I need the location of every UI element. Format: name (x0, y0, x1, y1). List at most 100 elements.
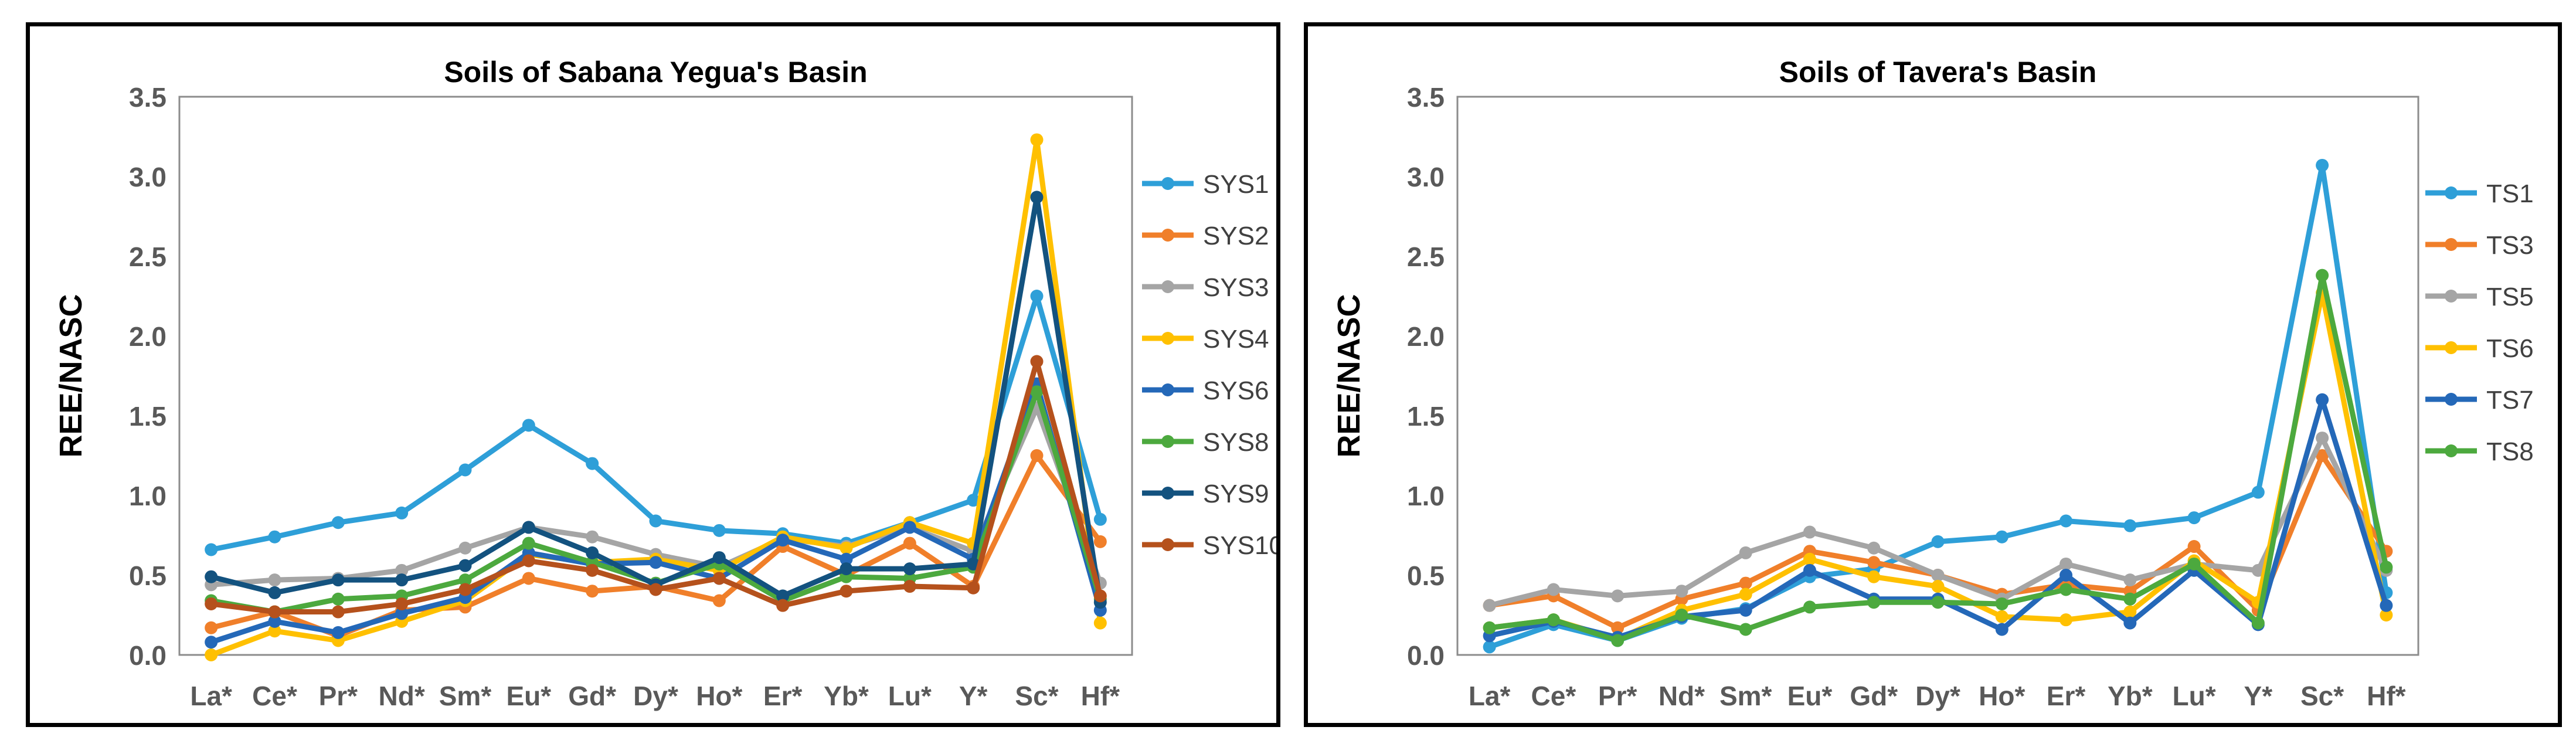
data-point-ts7 (1995, 623, 2009, 636)
data-point-sys10 (1030, 355, 1044, 368)
data-point-ts7 (1739, 603, 1752, 617)
data-point-sys9 (840, 562, 853, 576)
data-point-ts6 (2380, 609, 2393, 621)
data-point-sys3 (586, 530, 599, 544)
legend-swatch-marker (2445, 186, 2458, 199)
legend-swatch-marker (1161, 435, 1174, 448)
data-point-sys10 (205, 597, 218, 610)
data-point-sys10 (586, 563, 599, 577)
x-tick-label: Lu* (2173, 681, 2216, 711)
plot-area (1456, 96, 2419, 656)
legend-label-sys3: SYS3 (1203, 273, 1269, 302)
x-tick-label: Hf* (1081, 681, 1120, 711)
y-tick-label: 3.5 (129, 82, 166, 113)
data-point-sys4 (268, 624, 281, 638)
x-tick-label: Nd* (1659, 681, 1705, 711)
y-tick-label: 0.5 (129, 561, 166, 591)
y-tick-label: 2.5 (1407, 242, 1445, 272)
x-tick-label: Sm* (1719, 681, 1772, 711)
x-tick-label: Er* (763, 681, 803, 711)
data-point-ts6 (1931, 580, 1945, 593)
data-point-ts8 (2060, 583, 2073, 596)
y-tick-label: 0.0 (129, 640, 166, 671)
y-tick-label: 1.5 (129, 401, 166, 432)
data-point-ts5 (1611, 589, 1625, 603)
y-tick-label: 3.5 (1407, 82, 1445, 113)
legend-label-ts7: TS7 (2486, 386, 2534, 415)
data-point-sys1 (712, 524, 726, 537)
data-point-ts5 (2251, 563, 2265, 577)
y-tick-label: 1.0 (1407, 481, 1445, 511)
legend-swatch-marker (1161, 229, 1174, 242)
x-tick-label: La* (1469, 681, 1511, 711)
data-point-ts8 (2251, 616, 2265, 630)
data-point-sys1 (1093, 512, 1107, 526)
y-tick-label: 2.5 (129, 242, 166, 272)
data-point-sys10 (712, 572, 726, 585)
data-point-ts5 (2060, 557, 2073, 570)
data-point-ts8 (2123, 592, 2137, 606)
data-point-sys2 (712, 594, 726, 607)
data-point-sys10 (967, 581, 980, 595)
data-point-ts6 (2060, 613, 2073, 627)
data-point-ts1 (2316, 158, 2329, 172)
x-tick-label: Yb* (824, 681, 869, 711)
x-tick-label: Sc* (2300, 681, 2344, 711)
data-point-sys8 (522, 536, 535, 550)
data-point-sys1 (331, 516, 345, 529)
data-point-ts1 (1931, 535, 1945, 548)
data-point-sys1 (1030, 290, 1044, 303)
data-point-ts7 (2380, 599, 2393, 612)
data-point-ts1 (2123, 519, 2137, 532)
x-tick-label: Ho* (696, 681, 742, 711)
data-point-sys6 (649, 556, 662, 569)
data-point-sys10 (268, 605, 281, 619)
x-tick-label: Lu* (888, 681, 932, 711)
data-point-sys10 (776, 599, 790, 612)
data-point-sys6 (331, 626, 345, 639)
data-point-ts6 (1739, 587, 1752, 601)
y-tick-label: 3.0 (1407, 162, 1445, 192)
data-point-ts5 (2123, 573, 2137, 587)
data-point-ts5 (2316, 432, 2329, 445)
x-tick-label: Gd* (1850, 681, 1898, 711)
data-point-ts8 (1483, 621, 1496, 634)
legend-label-ts1: TS1 (2486, 179, 2534, 208)
x-tick-label: Dy* (633, 681, 678, 711)
data-point-sys10 (649, 583, 662, 596)
x-tick-label: Dy* (1915, 681, 1960, 711)
data-point-sys2 (205, 621, 218, 634)
y-axis-label: REE/NASC (1331, 294, 1367, 457)
legend-swatch-marker (1161, 332, 1174, 345)
data-point-ts6 (1867, 570, 1881, 583)
data-point-ts8 (2187, 557, 2201, 570)
data-point-ts3 (2187, 540, 2201, 553)
data-point-sys9 (458, 559, 472, 572)
legend-swatch-marker (1161, 177, 1174, 190)
data-point-sys8 (458, 573, 472, 587)
data-point-sys9 (522, 521, 535, 534)
data-point-sys3 (458, 541, 472, 555)
data-point-ts3 (2316, 449, 2329, 462)
data-point-sys10 (395, 597, 409, 610)
x-tick-label: Gd* (568, 681, 616, 711)
data-point-ts8 (1803, 600, 1816, 614)
legend-swatch-marker (1161, 538, 1174, 551)
data-point-ts5 (1867, 541, 1881, 555)
data-point-ts8 (2380, 561, 2393, 574)
legend-label-sys4: SYS4 (1203, 325, 1269, 354)
data-point-sys9 (331, 573, 345, 587)
y-tick-label: 0.0 (1407, 640, 1445, 671)
data-point-sys9 (712, 551, 726, 565)
data-point-sys4 (1030, 133, 1044, 147)
chart-title: Soils of Tavera's Basin (1779, 56, 2097, 89)
data-point-sys6 (903, 521, 916, 534)
data-point-sys2 (1093, 535, 1107, 548)
series-line-sys10 (208, 359, 1103, 615)
legend-label-ts5: TS5 (2486, 283, 2534, 311)
data-point-ts8 (1675, 609, 1688, 621)
data-point-sys1 (268, 530, 281, 544)
chart-title: Soils of Sabana Yegua's Basin (444, 56, 867, 89)
legend-swatch-marker (2445, 393, 2458, 406)
x-tick-label: La* (190, 681, 232, 711)
